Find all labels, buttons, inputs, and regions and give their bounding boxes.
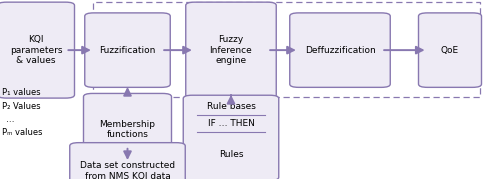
Text: KQI
parameters
& values: KQI parameters & values: [10, 35, 62, 65]
FancyBboxPatch shape: [290, 13, 390, 87]
Text: Data set constructed
from NMS KQI data: Data set constructed from NMS KQI data: [80, 161, 175, 179]
Text: Deffuzzification: Deffuzzification: [304, 46, 376, 55]
FancyBboxPatch shape: [418, 13, 482, 87]
FancyBboxPatch shape: [186, 2, 276, 98]
Text: …: …: [6, 115, 14, 124]
Text: Rule bases: Rule bases: [206, 102, 256, 112]
Text: P₂ Values: P₂ Values: [2, 102, 41, 111]
Text: Membership
functions: Membership functions: [100, 120, 156, 139]
Text: QoE: QoE: [441, 46, 459, 55]
FancyBboxPatch shape: [0, 2, 74, 98]
FancyBboxPatch shape: [85, 13, 170, 87]
FancyBboxPatch shape: [84, 93, 172, 166]
Text: Pₘ values: Pₘ values: [2, 128, 43, 137]
Text: Fuzzification: Fuzzification: [100, 46, 156, 55]
Text: IF … THEN: IF … THEN: [208, 119, 254, 128]
Text: P₁ values: P₁ values: [2, 88, 41, 97]
Text: Rules: Rules: [219, 150, 243, 159]
FancyBboxPatch shape: [70, 143, 186, 179]
Text: Fuzzy
Inference
engine: Fuzzy Inference engine: [210, 35, 252, 65]
FancyBboxPatch shape: [183, 95, 279, 179]
